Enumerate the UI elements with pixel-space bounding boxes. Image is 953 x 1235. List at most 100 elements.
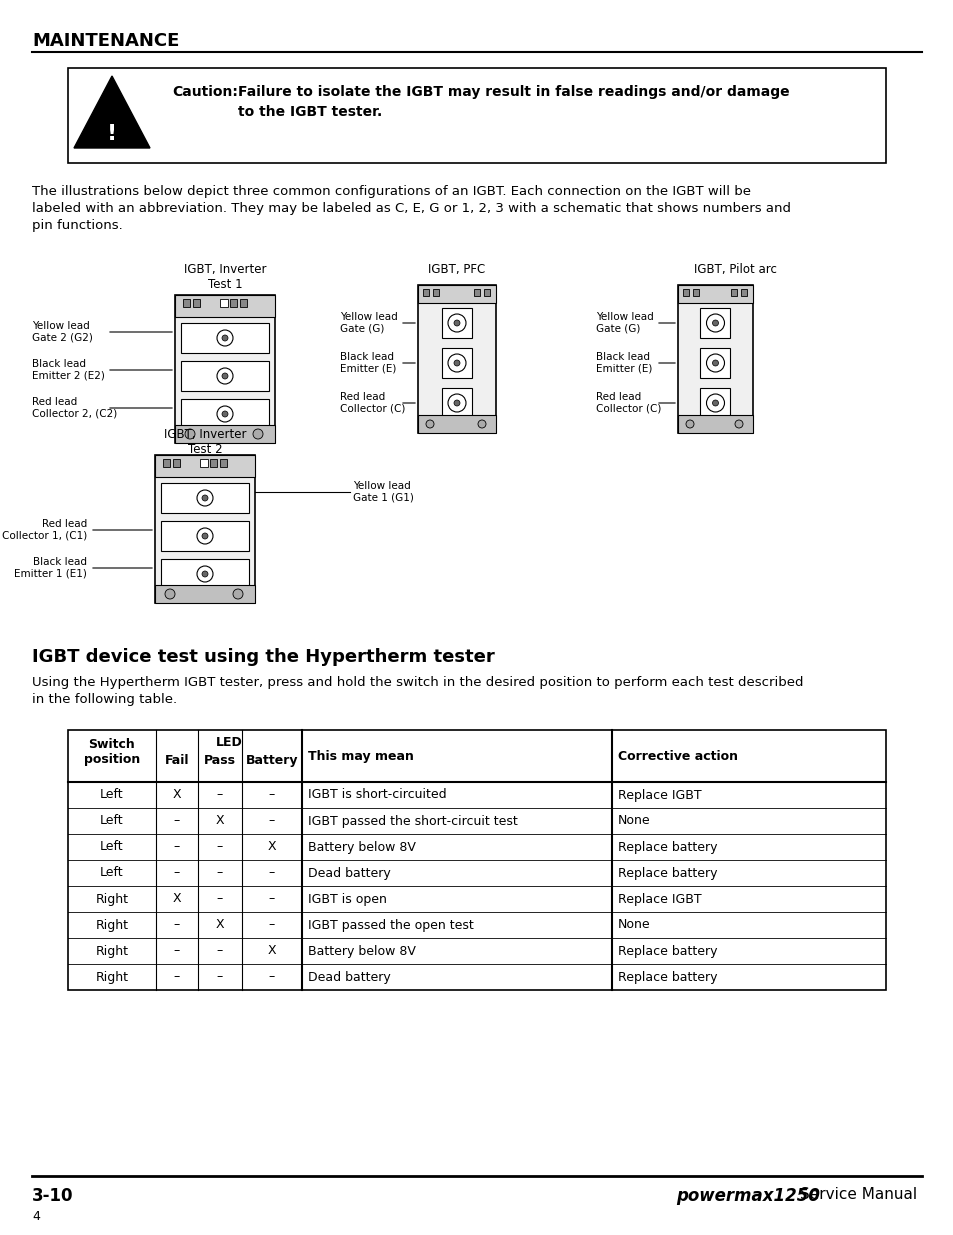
Text: Left: Left <box>100 841 124 853</box>
Text: Red lead
Collector 1, (C1): Red lead Collector 1, (C1) <box>2 519 87 541</box>
Text: Left: Left <box>100 788 124 802</box>
Circle shape <box>222 411 228 417</box>
Bar <box>692 289 699 296</box>
Bar <box>740 289 746 296</box>
Text: –: – <box>173 919 180 931</box>
Circle shape <box>216 368 233 384</box>
Text: Black lead
Emitter (E): Black lead Emitter (E) <box>596 352 652 374</box>
Circle shape <box>185 429 194 438</box>
Bar <box>678 415 752 433</box>
Circle shape <box>734 420 742 429</box>
Text: Switch
position: Switch position <box>84 739 140 766</box>
Text: Pass: Pass <box>204 755 235 767</box>
Bar <box>220 299 228 308</box>
Text: Right: Right <box>95 945 129 957</box>
Bar <box>240 299 247 308</box>
Text: –: – <box>216 945 223 957</box>
Bar <box>230 299 236 308</box>
Text: Yellow lead
Gate 2 (G2): Yellow lead Gate 2 (G2) <box>32 321 92 343</box>
Bar <box>163 459 170 467</box>
Text: X: X <box>268 841 276 853</box>
Bar <box>441 388 472 417</box>
Text: Caution:: Caution: <box>172 85 237 99</box>
Text: Yellow lead
Gate (G): Yellow lead Gate (G) <box>596 312 653 333</box>
Text: Replace battery: Replace battery <box>618 945 717 957</box>
Circle shape <box>706 394 723 412</box>
Text: 4: 4 <box>32 1210 40 1223</box>
Text: –: – <box>269 815 274 827</box>
Text: IGBT is open: IGBT is open <box>308 893 387 905</box>
Text: Using the Hypertherm IGBT tester, press and hold the switch in the desired posit: Using the Hypertherm IGBT tester, press … <box>32 676 802 689</box>
Text: –: – <box>173 945 180 957</box>
Text: in the following table.: in the following table. <box>32 693 177 706</box>
Circle shape <box>706 314 723 332</box>
Text: –: – <box>216 788 223 802</box>
Circle shape <box>712 320 718 326</box>
Text: Left: Left <box>100 815 124 827</box>
Circle shape <box>196 490 213 506</box>
Text: X: X <box>172 788 181 802</box>
Text: IGBT, PFC: IGBT, PFC <box>428 263 485 275</box>
Text: IGBT device test using the Hypertherm tester: IGBT device test using the Hypertherm te… <box>32 648 495 666</box>
Circle shape <box>712 400 718 406</box>
Bar <box>422 289 429 296</box>
Circle shape <box>706 354 723 372</box>
Text: –: – <box>269 788 274 802</box>
Text: Replace battery: Replace battery <box>618 867 717 879</box>
Bar <box>161 559 249 589</box>
Circle shape <box>222 335 228 341</box>
Bar <box>700 388 729 417</box>
Bar <box>433 289 438 296</box>
Bar <box>174 295 274 443</box>
Bar <box>68 68 885 163</box>
Text: –: – <box>269 867 274 879</box>
Text: powermax1250: powermax1250 <box>676 1187 820 1205</box>
Bar <box>154 585 254 603</box>
Circle shape <box>165 589 174 599</box>
Text: Yellow lead
Gate 1 (G1): Yellow lead Gate 1 (G1) <box>353 482 414 503</box>
Bar <box>678 285 752 433</box>
Text: IGBT is short-circuited: IGBT is short-circuited <box>308 788 446 802</box>
Text: –: – <box>269 893 274 905</box>
Text: Service Manual: Service Manual <box>800 1187 916 1202</box>
Circle shape <box>202 534 208 538</box>
Bar <box>161 521 249 551</box>
Circle shape <box>685 420 693 429</box>
Circle shape <box>202 571 208 577</box>
Text: –: – <box>269 971 274 983</box>
Text: –: – <box>216 867 223 879</box>
Text: Dead battery: Dead battery <box>308 971 391 983</box>
Circle shape <box>196 566 213 582</box>
Circle shape <box>477 420 485 429</box>
Text: Replace battery: Replace battery <box>618 971 717 983</box>
Text: Right: Right <box>95 919 129 931</box>
Text: –: – <box>216 971 223 983</box>
Circle shape <box>448 314 465 332</box>
Circle shape <box>426 420 434 429</box>
Text: LED: LED <box>215 736 242 748</box>
Text: Replace IGBT: Replace IGBT <box>618 788 700 802</box>
Text: IGBT, Pilot arc: IGBT, Pilot arc <box>694 263 776 275</box>
Bar <box>700 308 729 338</box>
Text: 3-10: 3-10 <box>32 1187 73 1205</box>
Circle shape <box>233 589 243 599</box>
Text: –: – <box>269 919 274 931</box>
Text: Red lead
Collector 2, (C2): Red lead Collector 2, (C2) <box>32 398 117 419</box>
Text: Right: Right <box>95 893 129 905</box>
Bar <box>174 295 274 317</box>
Text: –: – <box>216 841 223 853</box>
Bar <box>68 730 885 990</box>
Text: –: – <box>173 867 180 879</box>
Bar <box>730 289 737 296</box>
Bar <box>210 459 216 467</box>
Bar <box>483 289 490 296</box>
Bar <box>172 459 180 467</box>
Text: IGBT passed the open test: IGBT passed the open test <box>308 919 474 931</box>
Text: –: – <box>173 841 180 853</box>
Text: Yellow lead
Gate (G): Yellow lead Gate (G) <box>339 312 397 333</box>
Bar <box>678 285 752 303</box>
Text: Battery below 8V: Battery below 8V <box>308 841 416 853</box>
Bar <box>682 289 688 296</box>
Circle shape <box>216 406 233 422</box>
Text: X: X <box>172 893 181 905</box>
